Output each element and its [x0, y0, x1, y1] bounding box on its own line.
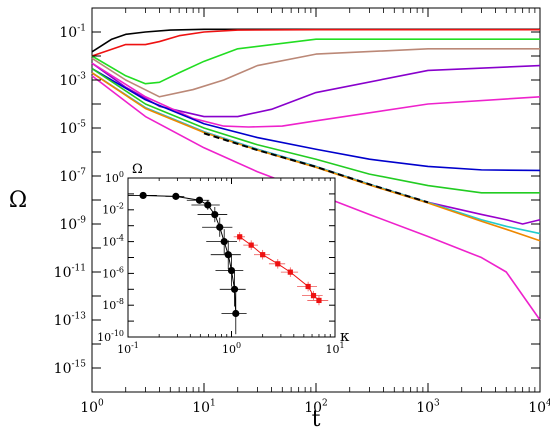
y-tick-label: 10-10	[97, 329, 124, 344]
inset-series-group	[128, 191, 329, 335]
series-line-4	[91, 47, 540, 98]
y-tick-label: 10-3	[59, 72, 86, 89]
inset-point-square	[310, 293, 317, 299]
inset-point-square	[316, 297, 322, 304]
series-line-12	[91, 75, 541, 321]
inset-ticks	[127, 177, 336, 338]
main-x-axis-label: t	[312, 407, 321, 431]
x-tick-label: 104	[528, 399, 550, 416]
inset-point-circle	[230, 285, 239, 293]
inset-point-square	[260, 252, 266, 258]
series-line-3	[91, 38, 540, 85]
y-tick-label: 100	[105, 170, 124, 185]
main-series-group	[91, 28, 541, 321]
x-tick-label: 101	[325, 341, 344, 356]
inset-y-axis-label: Ω	[132, 162, 143, 177]
y-tick-label: 10-1	[59, 24, 86, 41]
y-tick-label: 10-11	[54, 264, 86, 281]
inset-series-1	[128, 191, 247, 335]
reference-dashed-line	[203, 132, 429, 204]
inset-point-circle	[227, 267, 236, 275]
inset-point-circle	[232, 309, 240, 318]
y-tick-label: 10-8	[102, 297, 124, 312]
inset-point-circle	[139, 191, 147, 200]
y-tick-label: 10-15	[54, 360, 87, 377]
inset-point-circle	[195, 196, 204, 204]
inset-point-circle	[211, 210, 219, 219]
y-tick-label: 10-2	[102, 202, 124, 217]
y-tick-label: 10-13	[54, 312, 87, 329]
main-y-axis-label: Ω	[9, 188, 27, 213]
x-tick-label: 100	[222, 341, 241, 356]
inset-point-square	[305, 283, 311, 290]
y-tick-label: 10-4	[102, 234, 124, 249]
inset-point-square	[237, 234, 243, 240]
inset-point-circle	[172, 192, 180, 200]
main-tick-labels: 100 101 102 103 10410-110-310-510-710-910-11…	[54, 24, 550, 416]
series-line-5	[91, 62, 541, 118]
y-tick-label: 10-5	[59, 120, 86, 137]
series-line-8	[91, 67, 540, 194]
inset-point-square	[275, 261, 281, 267]
series-line-6	[91, 62, 541, 128]
x-tick-label: 102	[304, 399, 328, 416]
x-tick-label: 103	[416, 399, 440, 416]
inset-series-2	[233, 232, 329, 306]
inset-tick-labels: 10-1 100 101 100 10-2 10-4 10-6 10-8 10-10	[97, 170, 344, 356]
inset-point-square	[248, 242, 254, 248]
y-tick-label: 10-9	[59, 216, 86, 233]
inset-point-circle	[224, 251, 232, 259]
series-line-2	[91, 28, 540, 57]
y-tick-label: 10-7	[59, 168, 86, 185]
inset-point-circle	[204, 201, 212, 209]
x-tick-label: 10-1	[117, 341, 139, 356]
inset-chart: 10-1 100 101 100 10-2 10-4 10-6 10-8 10-10 κ Ω	[97, 162, 350, 356]
series-line-7	[91, 67, 541, 172]
inset-point-circle	[216, 223, 224, 231]
main-chart: 100 101 102 103 10410-110-310-510-710-910-11…	[9, 7, 550, 431]
inset-point-square	[287, 269, 293, 275]
inset-point-circle	[220, 238, 228, 246]
x-tick-label: 100	[80, 399, 104, 416]
main-ticks	[91, 7, 541, 393]
inset-x-axis-label: κ	[340, 327, 350, 345]
y-tick-label: 10-6	[102, 265, 124, 280]
x-tick-label: 101	[192, 399, 216, 416]
